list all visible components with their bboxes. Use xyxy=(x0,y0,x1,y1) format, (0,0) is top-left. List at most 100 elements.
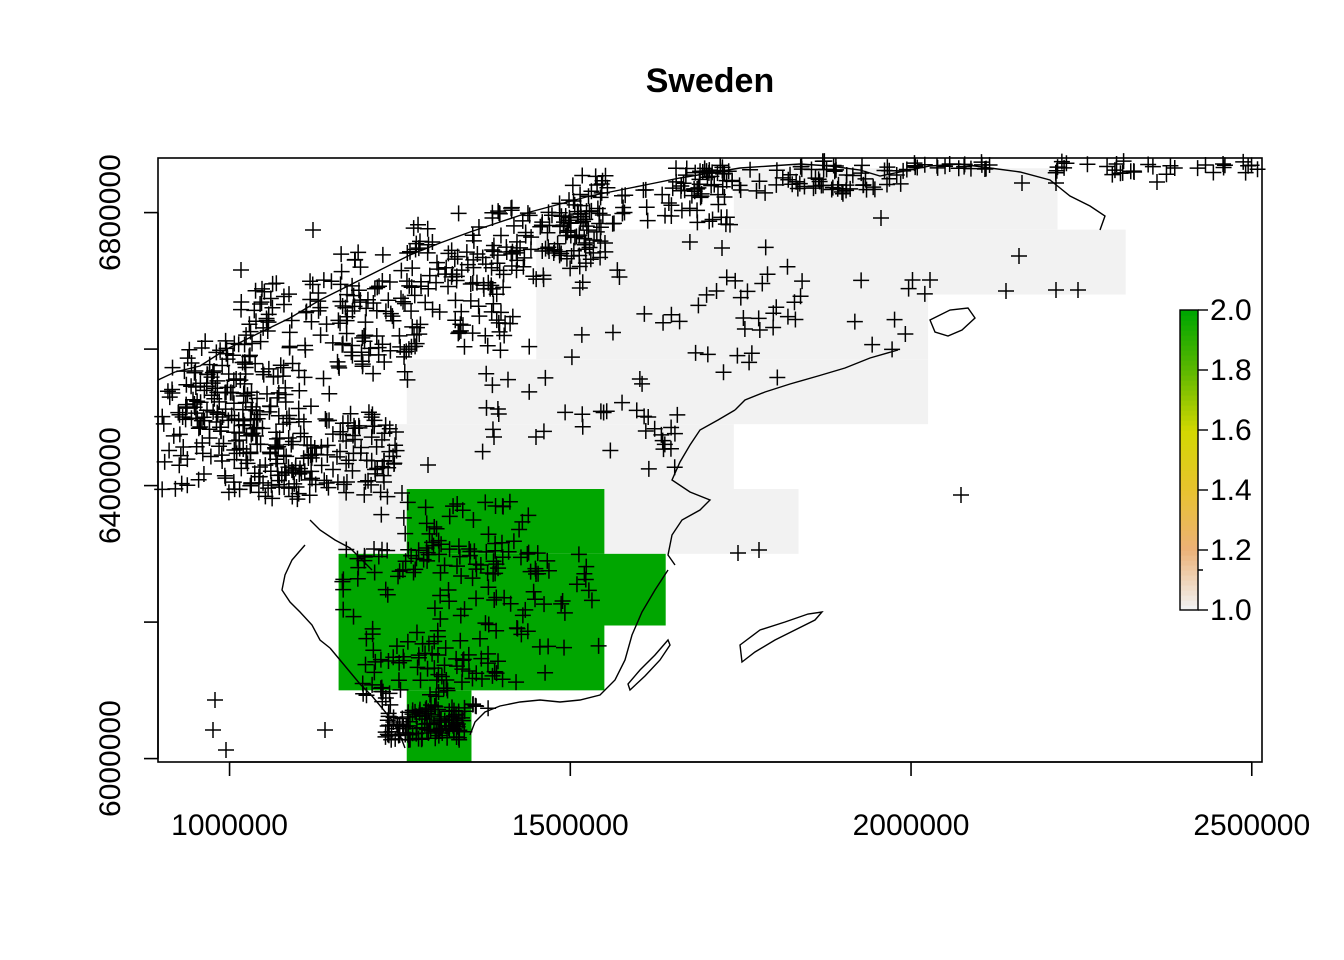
occurrence-point xyxy=(490,314,507,331)
occurrence-point xyxy=(792,158,809,175)
occurrence-point xyxy=(335,581,352,598)
occurrence-point xyxy=(535,271,552,288)
occurrence-point xyxy=(338,325,355,342)
occurrence-point xyxy=(1140,156,1157,173)
occurrence-point xyxy=(330,358,347,375)
x-tick-label: 1000000 xyxy=(171,809,288,842)
occurrence-point xyxy=(491,205,508,221)
occurrence-point xyxy=(671,313,688,330)
occurrence-point xyxy=(714,240,730,256)
occurrence-point xyxy=(332,315,349,332)
occurrence-point xyxy=(397,726,414,743)
occurrence-point xyxy=(673,178,690,195)
legend-swatch xyxy=(1180,465,1198,471)
legend-swatch xyxy=(1180,535,1198,541)
legend-swatch xyxy=(1180,555,1198,561)
occurrence-point xyxy=(244,425,261,442)
occurrence-point xyxy=(873,210,889,226)
occurrence-point xyxy=(365,642,382,659)
occurrence-point xyxy=(369,460,386,477)
occurrence-point xyxy=(724,173,741,190)
occurrence-point xyxy=(580,188,597,205)
occurrence-point xyxy=(318,316,335,333)
occurrence-point xyxy=(405,564,422,581)
occurrence-point xyxy=(854,157,870,174)
occurrence-point xyxy=(376,354,393,371)
occurrence-point xyxy=(657,207,674,224)
occurrence-point xyxy=(449,496,466,513)
occurrence-point xyxy=(904,272,921,289)
occurrence-point xyxy=(978,160,995,177)
occurrence-point xyxy=(488,622,505,639)
occurrence-point xyxy=(718,209,735,226)
occurrence-point xyxy=(390,568,407,585)
legend-swatch xyxy=(1180,500,1198,506)
occurrence-point xyxy=(656,436,673,453)
occurrence-point xyxy=(595,404,612,421)
occurrence-point xyxy=(424,534,441,551)
occurrence-point xyxy=(449,716,466,733)
occurrence-point xyxy=(803,161,820,178)
occurrence-point xyxy=(408,624,425,641)
occurrence-point xyxy=(406,287,423,304)
legend-swatch xyxy=(1180,605,1198,611)
legend-swatch xyxy=(1180,340,1198,346)
occurrence-point xyxy=(165,427,182,444)
occurrence-point xyxy=(254,363,271,380)
occurrence-point xyxy=(333,263,350,280)
occurrence-point xyxy=(310,302,327,319)
occurrence-point xyxy=(478,543,495,560)
occurrence-point xyxy=(477,615,494,632)
legend-tick-label: 1.8 xyxy=(1210,354,1252,387)
occurrence-point xyxy=(504,308,521,325)
occurrence-point xyxy=(516,249,533,266)
occurrence-point xyxy=(175,439,192,456)
occurrence-point xyxy=(404,725,421,742)
occurrence-point xyxy=(787,311,804,328)
occurrence-point xyxy=(201,356,218,373)
raster-cell-8 xyxy=(338,625,605,691)
occurrence-point xyxy=(317,722,333,738)
occurrence-point xyxy=(590,637,607,654)
occurrence-point xyxy=(730,545,746,561)
occurrence-point xyxy=(380,292,397,309)
occurrence-point xyxy=(604,324,621,341)
occurrence-point xyxy=(1144,158,1161,175)
occurrence-point xyxy=(604,215,621,232)
occurrence-point xyxy=(485,237,502,254)
occurrence-point xyxy=(556,639,573,656)
occurrence-point xyxy=(302,398,319,415)
occurrence-point xyxy=(426,519,443,536)
occurrence-point xyxy=(732,289,749,306)
occurrence-point xyxy=(1070,282,1086,298)
occurrence-point xyxy=(381,274,398,291)
occurrence-point xyxy=(187,362,204,379)
occurrence-point xyxy=(864,336,881,353)
occurrence-point xyxy=(842,180,859,197)
occurrence-point xyxy=(592,219,609,236)
occurrence-point xyxy=(436,657,453,674)
legend-swatch xyxy=(1180,490,1198,496)
occurrence-point xyxy=(570,206,587,223)
occurrence-point xyxy=(1048,162,1065,179)
occurrence-point xyxy=(380,653,397,670)
occurrence-point xyxy=(428,254,445,271)
occurrence-point xyxy=(174,408,191,425)
occurrence-point xyxy=(238,327,255,344)
legend-tick-label: 1.0 xyxy=(1210,594,1252,627)
legend-swatch xyxy=(1180,530,1198,536)
occurrence-point xyxy=(320,479,337,496)
occurrence-point xyxy=(338,433,355,450)
occurrence-point xyxy=(412,316,429,333)
occurrence-point xyxy=(189,410,206,427)
occurrence-point xyxy=(299,436,316,453)
legend-swatch xyxy=(1180,450,1198,456)
occurrence-point xyxy=(471,630,488,647)
occurrence-point xyxy=(207,692,223,708)
legend-swatch xyxy=(1180,600,1198,606)
occurrence-point xyxy=(263,477,280,494)
occurrence-point xyxy=(399,244,416,261)
occurrence-point xyxy=(478,365,495,382)
occurrence-point xyxy=(419,244,436,261)
occurrence-point xyxy=(357,327,374,344)
